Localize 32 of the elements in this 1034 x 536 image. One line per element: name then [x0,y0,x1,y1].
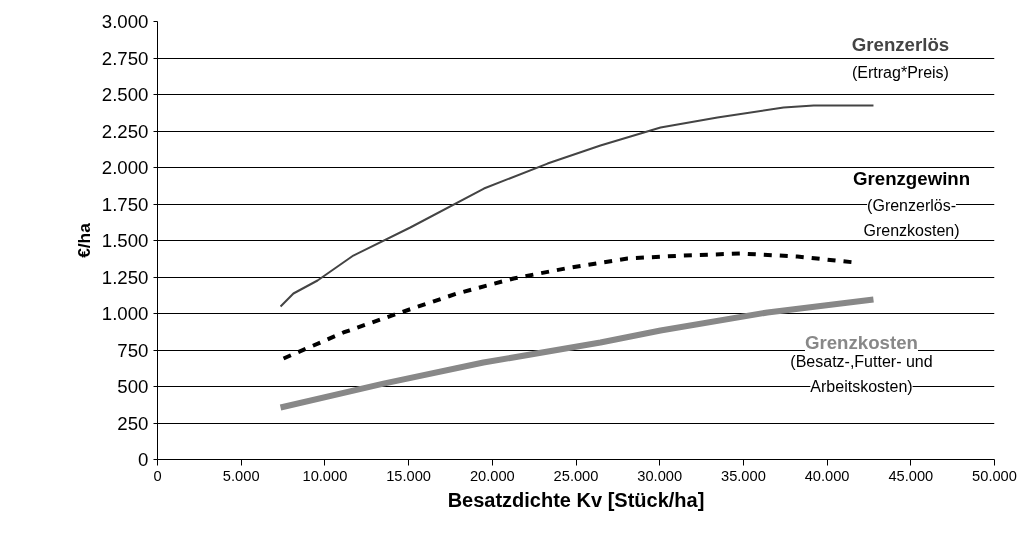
y-tick-label: 2.000 [101,157,149,178]
x-tick-label: 25.000 [553,467,599,484]
y-tick-label: 2.500 [101,84,149,105]
x-tick-label: 0 [153,467,162,484]
y-tick-label: 1.500 [101,230,149,251]
x-tick-label: 40.000 [804,467,850,484]
x-tick-label: 30.000 [637,467,683,484]
y-tick-label: 3.000 [101,11,149,32]
series-label: Grenzkosten [804,331,918,353]
x-axis-title: Besatzdichte Kv [Stück/ha] [447,488,705,511]
annotation: (Ertrag*Preis) [852,63,949,81]
x-tick-label: 45.000 [888,467,934,484]
text: Grenzgewinn [852,168,971,190]
annotation: (Grenzerlös- Grenzkosten) [863,197,960,240]
y-tick-label: 2.750 [101,47,149,69]
x-tick-label: 5.000 [222,467,260,484]
y-tick-label: 750 [117,339,149,361]
y-tick-label: 250 [117,412,149,434]
text: Grenzerlös [851,33,950,55]
x-tick-label: 20.000 [469,467,515,484]
y-tick-label: 1.000 [101,303,149,324]
x-tick-label: 10.000 [302,467,348,484]
y-tick-label: 500 [117,376,149,397]
y-tick-label: 1.250 [101,266,149,288]
y-axis-title: €/ha [73,222,94,258]
x-tick-label: 35.000 [720,467,766,484]
annotation: (Besatz-,Futter- und Arbeitskosten) [790,352,933,395]
x-tick-label: 50.000 [972,467,1017,484]
y-tick-label: 0 [138,449,149,470]
x-tick-label: 15.000 [386,467,432,484]
y-tick-label: 1.750 [101,193,149,215]
y-tick-label: 2.250 [101,120,149,142]
